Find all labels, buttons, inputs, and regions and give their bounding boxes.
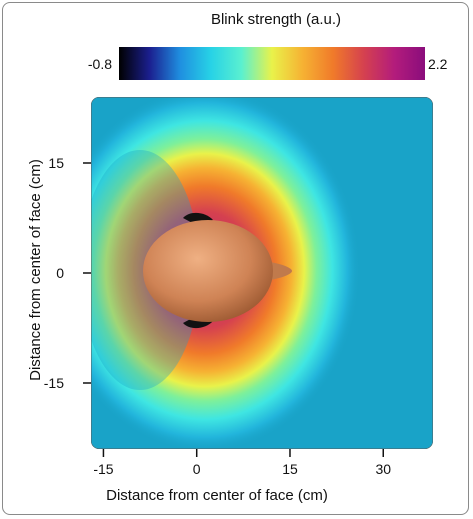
y-axis-label: Distance from center of face (cm) (27, 159, 44, 381)
y-tick-label: -15 (44, 375, 64, 391)
head-nose (270, 262, 292, 280)
y-tick-label: 0 (56, 265, 64, 281)
x-axis-label: Distance from center of face (cm) (106, 487, 328, 504)
y-axis: 15 0 -15 (44, 155, 91, 391)
colorbar (119, 47, 425, 80)
head-skull (143, 220, 273, 322)
colorbar-max-label: 2.2 (428, 56, 448, 72)
x-axis: -15 0 15 30 (93, 449, 391, 477)
head-model (143, 212, 292, 329)
plot-area (91, 97, 433, 449)
x-tick-label: 30 (375, 461, 391, 477)
y-tick-label: 15 (48, 155, 64, 171)
colorbar-label: Blink strength (a.u.) (211, 11, 341, 28)
x-tick-label: 15 (282, 461, 298, 477)
colorbar-min-label: -0.8 (88, 56, 112, 72)
field-back-shadow (91, 150, 200, 390)
x-tick-label: -15 (93, 461, 113, 477)
x-tick-label: 0 (193, 461, 201, 477)
